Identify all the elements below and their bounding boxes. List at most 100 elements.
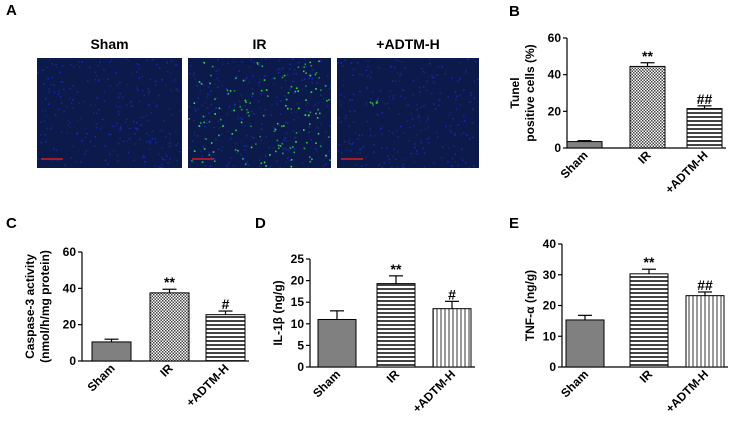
nucleus-speck: [127, 59, 130, 62]
nucleus-speck: [395, 158, 397, 160]
nucleus-speck: [459, 94, 461, 96]
nucleus-speck: [259, 81, 261, 83]
nucleus-speck: [245, 112, 247, 115]
nucleus-speck: [343, 79, 345, 81]
nucleus-speck: [339, 121, 342, 124]
nucleus-speck: [96, 74, 98, 77]
nucleus-speck: [325, 131, 327, 133]
nucleus-speck: [119, 137, 121, 139]
y-axis-label: TNF-α (ng/g): [523, 270, 537, 341]
nucleus-speck: [94, 71, 97, 74]
nucleus-speck: [419, 120, 421, 123]
fluorescence-speck: [285, 105, 287, 107]
nucleus-speck: [246, 161, 248, 163]
nucleus-speck: [366, 87, 369, 89]
nucleus-speck: [81, 61, 83, 63]
fluorescence-speck: [201, 161, 204, 163]
fluorescence-speck: [298, 107, 300, 110]
nucleus-speck: [249, 122, 252, 125]
nucleus-speck: [411, 118, 414, 120]
nucleus-speck: [470, 101, 472, 103]
nucleus-speck: [71, 102, 73, 104]
fluorescence-speck: [303, 129, 305, 131]
fluorescence-speck: [246, 108, 248, 111]
fluorescence-speck: [309, 111, 312, 114]
micrograph-label-adtm: +ADTM-H: [376, 36, 440, 52]
nucleus-speck: [466, 134, 468, 136]
nucleus-speck: [396, 72, 399, 74]
fluorescence-speck: [233, 90, 236, 92]
nucleus-speck: [260, 139, 262, 142]
nucleus-speck: [122, 140, 125, 143]
nucleus-speck: [369, 97, 372, 100]
nucleus-speck: [285, 132, 288, 135]
nucleus-speck: [37, 58, 40, 61]
nucleus-speck: [215, 70, 217, 72]
nucleus-speck: [418, 91, 421, 93]
nucleus-speck: [465, 69, 467, 72]
nucleus-speck: [106, 78, 109, 81]
fluorescence-speck: [231, 133, 234, 135]
nucleus-speck: [314, 148, 317, 150]
nucleus-speck: [103, 100, 106, 102]
nucleus-speck: [130, 105, 133, 107]
fluorescence-speck: [244, 163, 247, 166]
fluorescence-speck: [281, 125, 283, 127]
nucleus-speck: [67, 120, 69, 122]
nucleus-speck: [463, 89, 465, 91]
nucleus-speck: [130, 72, 133, 75]
nucleus-speck: [41, 109, 43, 112]
fluorescence-speck: [372, 104, 374, 106]
nucleus-speck: [244, 104, 246, 107]
fluorescence-speck: [309, 74, 312, 77]
nucleus-speck: [236, 152, 239, 154]
nucleus-speck: [50, 83, 52, 86]
nucleus-speck: [163, 120, 165, 122]
fluorescence-speck: [371, 102, 374, 104]
y-tick-label: 60: [63, 245, 77, 259]
fluorescence-speck: [283, 74, 286, 77]
nucleus-speck: [393, 141, 396, 144]
nucleus-speck: [221, 85, 223, 87]
nucleus-speck: [477, 78, 479, 80]
nucleus-speck: [116, 154, 119, 157]
nucleus-speck: [359, 73, 361, 76]
nucleus-speck: [170, 89, 172, 92]
nucleus-speck: [118, 96, 120, 99]
nucleus-speck: [189, 147, 192, 149]
nucleus-speck: [138, 100, 141, 103]
micrograph-label-sham: Sham: [90, 36, 129, 52]
nucleus-speck: [470, 94, 472, 97]
nucleus-speck: [188, 105, 190, 108]
nucleus-speck: [275, 96, 278, 98]
panel-letter-a: A: [6, 2, 17, 19]
nucleus-speck: [401, 165, 404, 168]
nucleus-speck: [248, 81, 250, 83]
fluorescence-speck: [205, 138, 207, 140]
nucleus-speck: [359, 152, 362, 155]
fluorescence-speck: [303, 147, 306, 150]
nucleus-speck: [359, 90, 361, 93]
nucleus-speck: [399, 125, 402, 128]
fluorescence-speck: [191, 160, 193, 162]
nucleus-speck: [381, 127, 383, 129]
nucleus-speck: [317, 127, 320, 129]
nucleus-speck: [194, 78, 196, 80]
fluorescence-speck: [218, 134, 220, 137]
nucleus-speck: [132, 105, 135, 107]
nucleus-speck: [231, 110, 233, 112]
nucleus-speck: [423, 152, 426, 154]
nucleus-speck: [161, 158, 164, 161]
nucleus-speck: [99, 127, 102, 130]
nucleus-speck: [179, 151, 181, 153]
nucleus-speck: [388, 107, 390, 110]
nucleus-speck: [57, 108, 60, 110]
y-axis-label: positive cells (%): [523, 44, 537, 141]
nucleus-speck: [80, 117, 82, 120]
nucleus-speck: [37, 71, 39, 73]
fluorescence-speck: [306, 141, 308, 144]
nucleus-speck: [436, 136, 439, 138]
nucleus-speck: [136, 128, 138, 130]
nucleus-speck: [179, 167, 182, 168]
nucleus-speck: [453, 133, 456, 135]
